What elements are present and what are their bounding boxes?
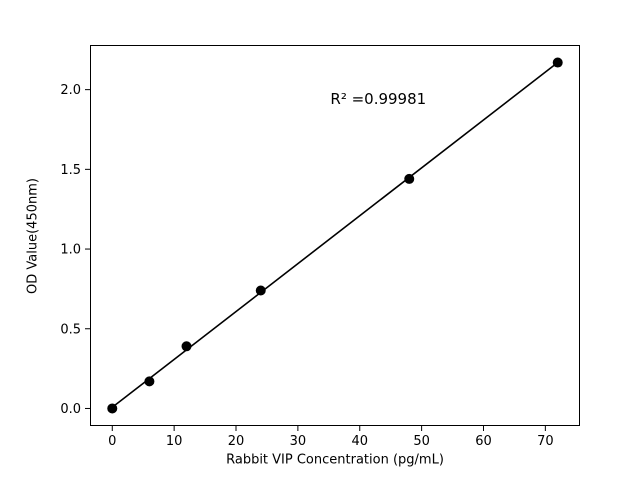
data-point: [255, 285, 266, 296]
x-tick-label: 30: [290, 434, 307, 449]
data-points: [107, 57, 563, 414]
y-tick-label: 1.0: [60, 243, 81, 258]
x-axis-ticks: 0 10 20 30 40 50 60 70: [108, 426, 554, 449]
x-tick-label: 20: [228, 434, 245, 449]
data-point: [181, 341, 192, 352]
y-tick-label: 1.5: [60, 163, 81, 178]
x-tick-label: 10: [166, 434, 183, 449]
x-tick-label: 70: [537, 434, 554, 449]
x-axis-label: Rabbit VIP Concentration (pg/mL): [226, 452, 444, 468]
x-tick-label: 0: [108, 434, 116, 449]
fit-line: [111, 61, 559, 408]
y-tick-label: 0.0: [60, 402, 81, 417]
data-point: [107, 403, 118, 414]
x-tick-label: 50: [413, 434, 430, 449]
y-axis-ticks: 0.0 0.5 1.0 1.5 2.0: [60, 83, 90, 417]
data-point: [144, 376, 155, 387]
data-point: [552, 57, 563, 68]
data-point: [404, 173, 415, 184]
y-tick-label: 0.5: [60, 322, 81, 337]
r-squared-annotation: R² =0.99981: [330, 90, 427, 109]
y-tick-label: 2.0: [60, 83, 81, 98]
x-tick-label: 60: [475, 434, 492, 449]
y-axis-label: OD Value(450nm): [25, 177, 41, 294]
axes-box: [90, 45, 580, 426]
x-tick-label: 40: [351, 434, 368, 449]
